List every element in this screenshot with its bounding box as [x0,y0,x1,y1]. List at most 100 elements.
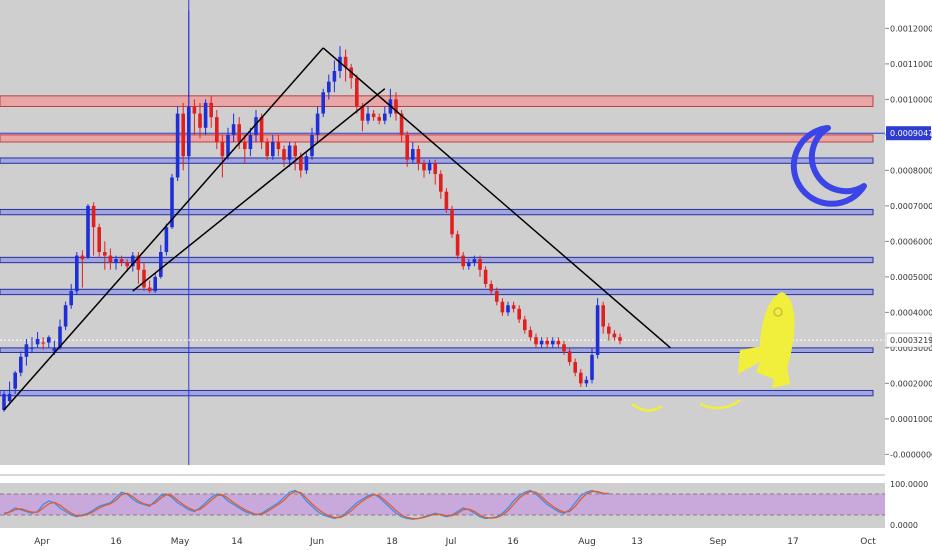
x-tick-label: Aug [578,537,596,547]
candle-body [483,269,488,284]
candle-body [534,337,538,345]
x-tick-label: 14 [231,537,243,547]
candle-body [86,205,90,258]
candle-body [439,173,443,192]
crosshair-price-label: 0.0009047 [890,129,932,138]
candle-body [58,326,62,348]
smile-icon [699,398,741,410]
x-tick-label: 16 [110,537,122,547]
candle-body [332,70,337,82]
y-tick-label: 0.0012000 [890,24,932,33]
candle-body [556,340,561,345]
zone [0,347,874,353]
candle-body [315,113,320,135]
price-pane [0,0,885,465]
zone [0,208,874,216]
candle-body [500,301,505,313]
candle-body [377,117,381,121]
candle-body [489,283,493,292]
candle-body [198,113,202,128]
candle-body [265,141,269,157]
candle-body [366,113,370,121]
candle-body [595,305,600,355]
candle-body [450,209,454,235]
candle-body [254,117,258,135]
candle-body [276,141,281,150]
candle-body [383,113,387,121]
candle-body [304,156,309,171]
candle-body [545,340,549,345]
zone [0,157,874,164]
candle-body [539,340,544,345]
rocket-window [773,307,783,317]
candle-body [142,269,146,288]
candle-body [159,252,163,277]
candle-body [203,102,208,128]
candle-body [41,342,45,344]
candle-body [131,255,135,267]
candle-body [108,255,113,263]
candle-body [327,81,331,93]
zone [0,134,874,143]
x-tick-label: Jul [445,537,457,547]
candle-body [405,134,409,160]
x-tick-label: Sep [710,537,727,547]
x-tick-label: May [171,537,190,547]
candle-body [63,305,68,327]
candle-body [19,356,23,373]
last-price-label: 0.0003219 [890,336,932,345]
candle-body [511,305,516,309]
candle-body [164,227,169,253]
rsi-tick-label: 0.0000 [890,521,918,530]
candle-body [47,337,51,343]
candle-body [360,106,365,121]
candle-body [612,333,617,338]
candle-body [371,113,376,118]
candle-body [220,141,225,157]
trendline [3,47,324,411]
candle-body [119,259,124,263]
y-tick-label: 0.0007000 [890,202,932,211]
moon-icon [790,125,867,207]
candle-body [618,337,622,341]
candle-body [192,106,197,114]
candle-body [209,102,213,118]
candle-body [411,149,415,160]
rsi-band [0,494,885,515]
time-axis [0,532,885,550]
candle-body [528,330,533,338]
candle-body [394,99,398,114]
x-tick-label: Jun [309,537,324,547]
candle-body [7,394,12,402]
candle-body [461,255,465,267]
candle-body [136,255,141,270]
candle-body [416,149,421,164]
candle-body [259,117,264,142]
candle-body [271,141,275,157]
x-tick-label: 13 [631,537,642,547]
candle-body [125,262,129,267]
candle-body [567,351,572,363]
candle-body [24,344,29,357]
x-tick-label: 16 [507,537,519,547]
candle-body [433,163,437,174]
y-tick-label: 0.0010000 [890,95,932,104]
candle-body [517,308,521,320]
candle-body [422,163,426,171]
candle-body [299,156,303,171]
candles [2,10,622,412]
zone [0,389,874,397]
candle-body [355,78,359,107]
candle-body [75,255,79,292]
candle-body [478,259,482,270]
candle-body [35,338,40,345]
candle-body [30,347,34,349]
x-tick-label: Oct [860,537,876,547]
candle-body [562,344,566,352]
candle-body [243,141,247,150]
rsi-k-line [3,489,609,520]
candle-body [97,227,101,253]
candle-body [248,134,253,150]
candle-body [52,347,57,352]
zone [0,256,874,264]
